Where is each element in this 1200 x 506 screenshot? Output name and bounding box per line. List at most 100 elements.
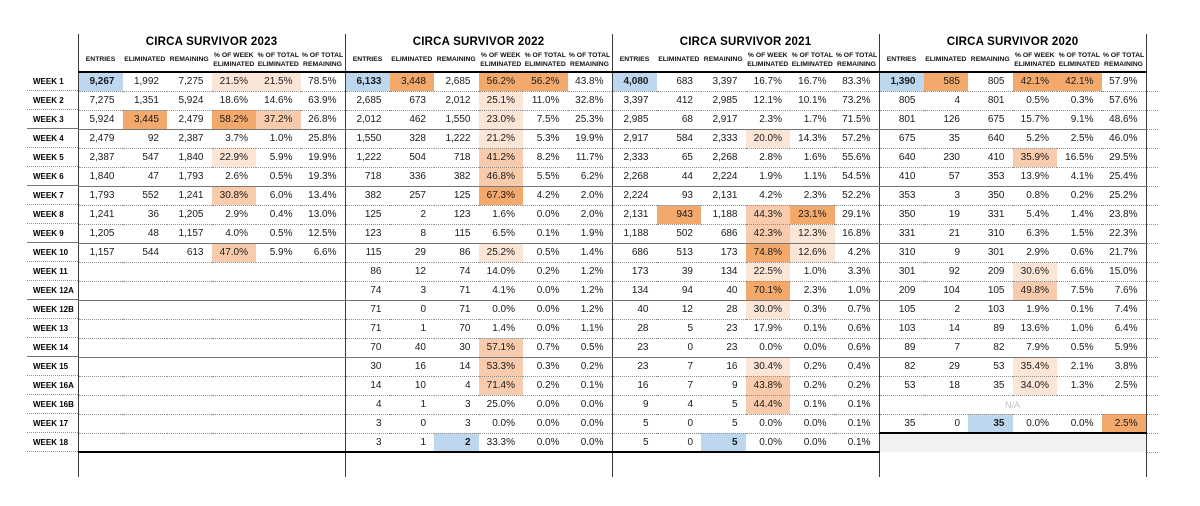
data-cell: 7,275: [167, 72, 212, 92]
data-cell: [300, 300, 345, 320]
data-cell: 25.3%: [567, 110, 612, 130]
data-cell: 1,351: [122, 91, 167, 111]
data-cell: 25.4%: [1101, 167, 1147, 187]
data-cell: 0: [923, 414, 968, 434]
row-divider: [27, 204, 78, 205]
data-cell: 2,268: [701, 148, 746, 168]
data-cell: 2,012: [434, 91, 479, 111]
week-label: WEEK 10: [33, 248, 69, 257]
data-cell: 2,685: [344, 91, 390, 111]
week-label-cell: WEEK 17: [0, 414, 78, 433]
data-cell: 0.3%: [790, 300, 835, 320]
data-cell: 1,793: [77, 186, 123, 206]
data-cell: 12: [389, 262, 434, 282]
data-cell: 504: [389, 148, 434, 168]
data-cell: 0.7%: [523, 338, 568, 358]
data-cell: 410: [878, 167, 924, 187]
data-cell: 2,479: [167, 110, 212, 130]
data-cell: 1: [389, 395, 434, 415]
data-cell: 14: [434, 357, 479, 377]
column-header: ENTRIES: [878, 50, 924, 73]
data-cell: 0.1%: [790, 395, 835, 415]
data-cell: 9: [611, 395, 657, 415]
data-cell: [211, 357, 256, 377]
data-cell: 7: [656, 357, 701, 377]
row-divider: [27, 413, 78, 414]
data-cell: 2.9%: [1012, 243, 1057, 263]
data-cell: 14: [923, 319, 968, 339]
data-cell: 7: [923, 338, 968, 358]
edge-stub: [1146, 433, 1158, 453]
data-cell: 502: [656, 224, 701, 244]
data-cell: 20.0%: [745, 129, 790, 149]
data-cell: 9: [701, 376, 746, 396]
data-cell: 71.4%: [478, 376, 523, 396]
data-cell: 0.0%: [523, 433, 568, 453]
week-label-cell: WEEK 1: [0, 72, 78, 91]
week-label: WEEK 11: [33, 267, 68, 276]
data-cell: 16: [389, 357, 434, 377]
column-header: % OF TOTAL REMAINING: [567, 50, 612, 73]
data-cell: 0.2%: [834, 376, 879, 396]
edge-stub: [1146, 300, 1158, 320]
data-cell: 257: [389, 186, 434, 206]
data-cell: 70: [434, 319, 479, 339]
data-cell: 9: [923, 243, 968, 263]
data-cell: 0.7%: [834, 300, 879, 320]
data-cell: [122, 414, 167, 434]
data-cell: 673: [389, 91, 434, 111]
data-cell: [256, 281, 301, 301]
data-cell: 2,268: [611, 167, 657, 187]
data-cell: 22.3%: [1101, 224, 1147, 244]
data-cell: 52.2%: [834, 186, 879, 206]
data-cell: 0.0%: [567, 414, 612, 434]
data-cell: 640: [968, 129, 1013, 149]
data-cell: [256, 357, 301, 377]
row-divider: [27, 356, 78, 357]
data-cell: 2,333: [611, 148, 657, 168]
column-header: ELIMINATED: [656, 50, 701, 73]
data-cell: 4.0%: [211, 224, 256, 244]
year-title: CIRCA SURVIVOR 2022: [344, 34, 612, 50]
column-header-row: ENTRIES ELIMINATED REMAINING% OF WEEK ELIMI…: [0, 50, 1158, 73]
column-header: % OF TOTAL ELIMINATED: [1057, 50, 1102, 73]
data-cell: 7.6%: [1101, 281, 1147, 301]
week-row: WEEK 16A 14 10 4 71.4% 0.2% 0.1% 16 7 9 43.8% 0.2% 0…: [0, 376, 1158, 396]
data-cell: 2.8%: [745, 148, 790, 168]
data-cell: 0.2%: [790, 357, 835, 377]
data-cell: 35: [878, 414, 924, 434]
data-cell: 1.2%: [567, 281, 612, 301]
row-divider: [27, 337, 78, 338]
data-cell: 1: [389, 433, 434, 453]
data-cell: 103: [968, 300, 1013, 320]
data-cell: 94: [656, 281, 701, 301]
line-tail-row: [0, 452, 1158, 477]
data-cell: [300, 376, 345, 396]
data-cell: 25.2%: [1101, 186, 1147, 206]
data-cell: 0: [656, 338, 701, 358]
data-cell: 1.0%: [790, 262, 835, 282]
data-cell: 0.1%: [567, 376, 612, 396]
data-cell: 0.0%: [523, 300, 568, 320]
week-label: WEEK 12B: [33, 305, 74, 314]
week-row: WEEK 1 9,267 1,992 7,275 21.5% 21.5% 78.5% 6,13…: [0, 72, 1158, 92]
circa-survivor-table: CIRCA SURVIVOR 2023 CIRCA SURVIVOR 2022 CI…: [0, 34, 1158, 477]
data-cell: 13.6%: [1012, 319, 1057, 339]
data-cell: 53: [968, 357, 1013, 377]
data-cell: 103: [878, 319, 924, 339]
data-cell: [122, 357, 167, 377]
edge-stub: [1146, 186, 1158, 206]
data-cell: 8.2%: [523, 148, 568, 168]
data-cell: 21.5%: [211, 72, 256, 92]
data-cell: 0.5%: [1012, 91, 1057, 111]
data-cell: 26.8%: [300, 110, 345, 130]
data-cell: 82: [968, 338, 1013, 358]
data-cell: 89: [878, 338, 924, 358]
edge-stub: [1146, 357, 1158, 377]
week-row: WEEK 6 1,840 47 1,793 2.6% 0.5% 19.3% 718 336 382…: [0, 167, 1158, 187]
data-cell: [300, 395, 345, 415]
week-label: WEEK 7: [33, 191, 64, 200]
data-cell: 71: [434, 300, 479, 320]
data-cell: 0.5%: [1057, 338, 1102, 358]
data-cell: [256, 319, 301, 339]
